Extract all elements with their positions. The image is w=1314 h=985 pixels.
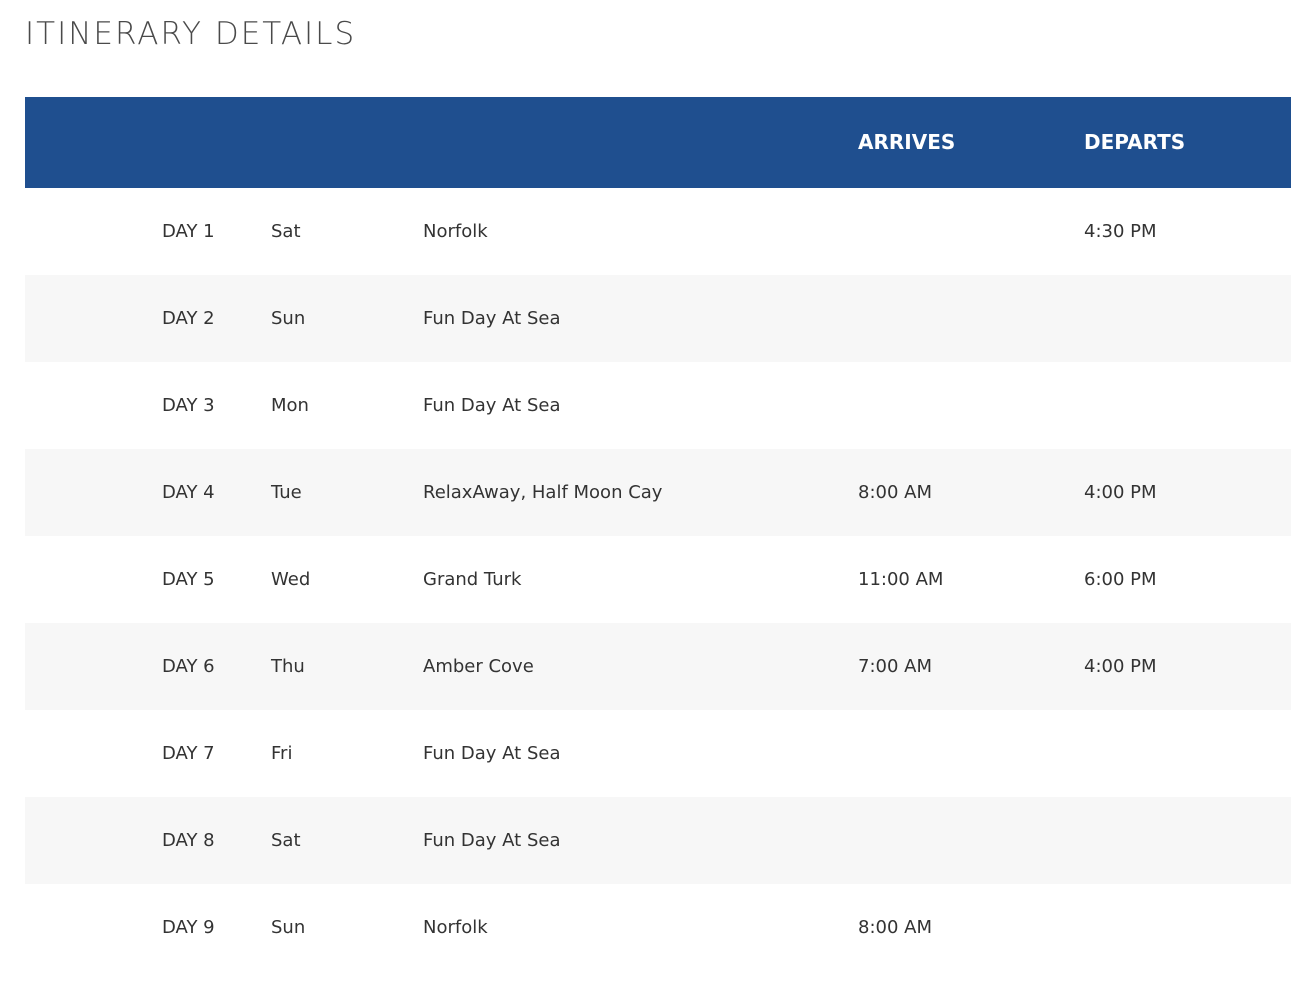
header-arrives: ARRIVES — [858, 130, 956, 154]
weekday-cell: Thu — [271, 656, 305, 677]
day-cell: DAY 1 — [162, 221, 215, 242]
day-cell: DAY 3 — [162, 395, 215, 416]
port-cell: Norfolk — [423, 221, 488, 242]
table-row: DAY 1 Sat Norfolk 4:30 PM — [25, 188, 1291, 275]
departs-cell: 4:30 PM — [1084, 221, 1157, 242]
table-row: DAY 5 Wed Grand Turk 11:00 AM 6:00 PM — [25, 536, 1291, 623]
port-cell: Fun Day At Sea — [423, 743, 561, 764]
day-cell: DAY 7 — [162, 743, 215, 764]
weekday-cell: Sun — [271, 917, 306, 938]
port-cell: Norfolk — [423, 917, 488, 938]
table-header: ARRIVES DEPARTS — [25, 97, 1291, 188]
table-row: DAY 7 Fri Fun Day At Sea — [25, 710, 1291, 797]
departs-cell: 6:00 PM — [1084, 569, 1157, 590]
weekday-cell: Sat — [271, 221, 301, 242]
port-cell: Fun Day At Sea — [423, 395, 561, 416]
weekday-cell: Sat — [271, 830, 301, 851]
port-cell: RelaxAway, Half Moon Cay — [423, 482, 663, 503]
port-cell: Fun Day At Sea — [423, 308, 561, 329]
day-cell: DAY 8 — [162, 830, 215, 851]
weekday-cell: Mon — [271, 395, 309, 416]
weekday-cell: Sun — [271, 308, 306, 329]
port-cell: Fun Day At Sea — [423, 830, 561, 851]
arrives-cell: 8:00 AM — [858, 917, 932, 938]
itinerary-table: ARRIVES DEPARTS DAY 1 Sat Norfolk 4:30 P… — [25, 97, 1291, 971]
arrives-cell: 11:00 AM — [858, 569, 944, 590]
day-cell: DAY 6 — [162, 656, 215, 677]
arrives-cell: 7:00 AM — [858, 656, 932, 677]
page-title: ITINERARY DETAILS — [25, 16, 357, 52]
weekday-cell: Fri — [271, 743, 293, 764]
port-cell: Amber Cove — [423, 656, 534, 677]
day-cell: DAY 4 — [162, 482, 215, 503]
table-row: DAY 9 Sun Norfolk 8:00 AM — [25, 884, 1291, 971]
table-row: DAY 8 Sat Fun Day At Sea — [25, 797, 1291, 884]
header-departs: DEPARTS — [1084, 130, 1186, 154]
table-row: DAY 4 Tue RelaxAway, Half Moon Cay 8:00 … — [25, 449, 1291, 536]
day-cell: DAY 5 — [162, 569, 215, 590]
port-cell: Grand Turk — [423, 569, 522, 590]
table-row: DAY 3 Mon Fun Day At Sea — [25, 362, 1291, 449]
table-row: DAY 2 Sun Fun Day At Sea — [25, 275, 1291, 362]
weekday-cell: Wed — [271, 569, 311, 590]
day-cell: DAY 2 — [162, 308, 215, 329]
day-cell: DAY 9 — [162, 917, 215, 938]
departs-cell: 4:00 PM — [1084, 656, 1157, 677]
table-row: DAY 6 Thu Amber Cove 7:00 AM 4:00 PM — [25, 623, 1291, 710]
departs-cell: 4:00 PM — [1084, 482, 1157, 503]
arrives-cell: 8:00 AM — [858, 482, 932, 503]
weekday-cell: Tue — [271, 482, 302, 503]
